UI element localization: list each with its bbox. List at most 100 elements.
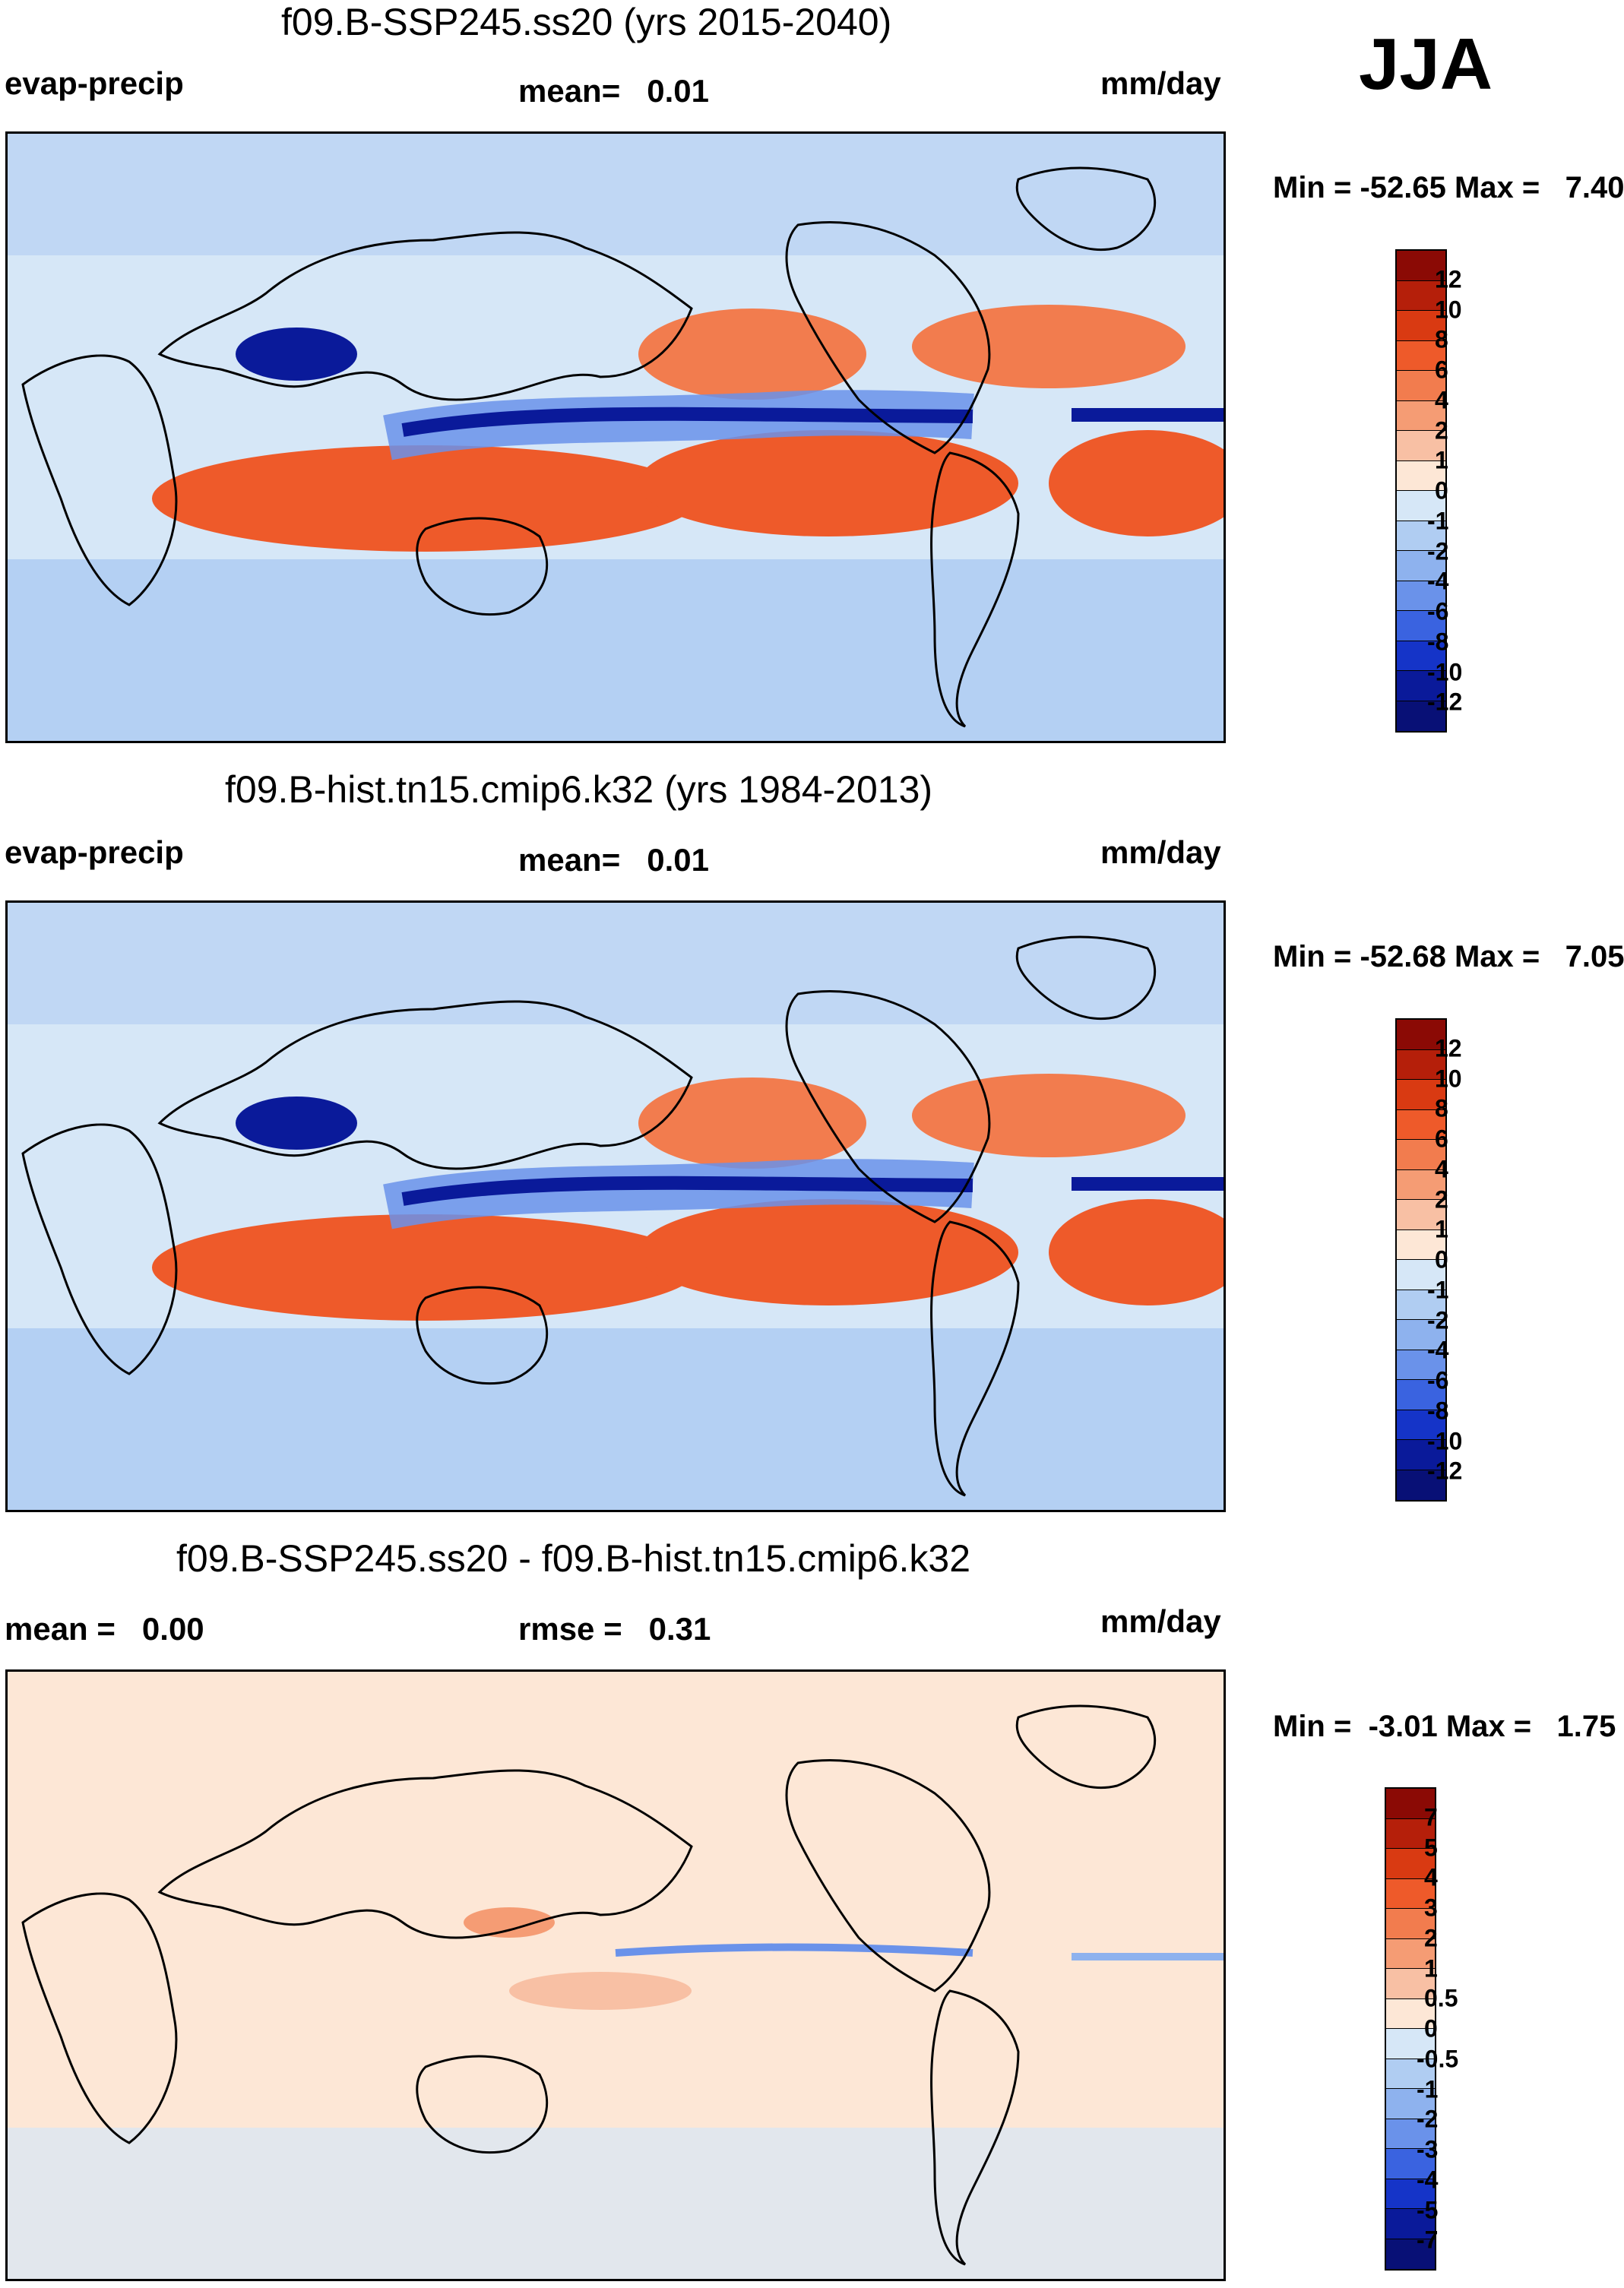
colorbar xyxy=(1395,1018,1447,1502)
coastline xyxy=(785,1758,991,1992)
northern-band xyxy=(8,903,1224,1024)
northern-band xyxy=(8,134,1224,255)
colorbar-tick-label: 10 xyxy=(1435,296,1462,323)
pacific-itcz xyxy=(401,407,973,437)
map-field xyxy=(8,903,1224,1510)
colorbar-tick-label: 3 xyxy=(1424,1894,1438,1922)
colorbar-tick-label: 5 xyxy=(1424,1834,1438,1861)
min-max-label: Min = -52.68 Max = 7.05 xyxy=(1273,940,1624,973)
pacific-itcz xyxy=(401,1176,973,1206)
southern-ocean-band xyxy=(8,1328,1224,1510)
colorbar-swatch xyxy=(1397,611,1445,641)
mean-label: mean= 0.01 xyxy=(518,73,709,109)
map-field xyxy=(8,134,1224,741)
colorbar-swatch xyxy=(1397,1440,1445,1470)
maritime-continent-diff xyxy=(509,1972,692,2010)
colorbar-swatch xyxy=(1386,1818,1435,1849)
colorbar-swatch xyxy=(1386,2209,1435,2239)
colorbar-swatch xyxy=(1386,2149,1435,2179)
north-atlantic-dry xyxy=(912,1074,1186,1157)
colorbar-swatch xyxy=(1397,701,1445,731)
colorbar-swatch xyxy=(1386,1909,1435,1939)
contour-map xyxy=(5,131,1226,743)
colorbar-tick-label: -2 xyxy=(1427,1306,1449,1334)
colorbar xyxy=(1385,1787,1436,2271)
colorbar-tick-label: 8 xyxy=(1435,1094,1448,1122)
southern-ocean-band xyxy=(8,559,1224,741)
coastline xyxy=(785,220,991,454)
colorbar-tick-label: -1 xyxy=(1427,1276,1449,1304)
mean-label: mean = 0.00 xyxy=(5,1611,204,1647)
monsoon-wet xyxy=(236,328,357,381)
colorbar-swatch xyxy=(1386,2059,1435,2089)
colorbar-swatch xyxy=(1397,1049,1445,1080)
colorbar-tick-label: -2 xyxy=(1427,537,1449,565)
colorbar-swatch xyxy=(1397,371,1445,401)
colorbar-swatch xyxy=(1386,1878,1435,1909)
colorbar-tick-label: 2 xyxy=(1435,416,1448,444)
colorbar-tick-label: -4 xyxy=(1427,1336,1449,1364)
colorbar-swatch xyxy=(1397,400,1445,431)
coastline xyxy=(157,1000,693,1170)
colorbar-swatch xyxy=(1386,1969,1435,1999)
south-atlantic-dry xyxy=(1049,430,1224,536)
colorbar-swatch xyxy=(1397,641,1445,671)
south-indian-dry xyxy=(152,445,699,552)
coastline xyxy=(1015,1704,1157,1790)
colorbar-swatch xyxy=(1397,1410,1445,1440)
colorbar-tick-label: 7 xyxy=(1424,1803,1438,1831)
colorbar-tick-label: 4 xyxy=(1435,1155,1448,1183)
colorbar-tick-label: 1 xyxy=(1435,446,1448,474)
colorbar-tick-label: 0 xyxy=(1435,476,1448,505)
contour-map xyxy=(5,1669,1226,2281)
colorbar-swatch xyxy=(1397,340,1445,371)
units-label: mm/day xyxy=(1100,65,1221,101)
colorbar-swatch xyxy=(1397,1140,1445,1170)
panel-title: f09.B-SSP245.ss20 (yrs 2015-2040) xyxy=(281,1,892,43)
coastline xyxy=(21,1123,178,1375)
colorbar-tick-label: -8 xyxy=(1427,1397,1449,1425)
colorbar-tick-label: 8 xyxy=(1435,325,1448,353)
colorbar-tick-label: -12 xyxy=(1427,1457,1463,1485)
colorbar-swatch xyxy=(1397,551,1445,581)
colorbar-swatch xyxy=(1386,1998,1435,2029)
contour-map xyxy=(5,900,1226,1512)
colorbar-swatch xyxy=(1386,1938,1435,1969)
se-pacific-dry xyxy=(638,1199,1018,1305)
colorbar-tick-label: 2 xyxy=(1424,1924,1438,1952)
colorbar-tick-label: 0 xyxy=(1435,1245,1448,1274)
colorbar-swatch xyxy=(1386,1789,1435,1819)
colorbar-swatch xyxy=(1397,1020,1445,1050)
southern-band-diff xyxy=(8,2128,1224,2279)
units-label: mm/day xyxy=(1100,834,1221,870)
south-indian-dry xyxy=(152,1214,699,1321)
north-pacific-dry xyxy=(638,1078,866,1169)
coastline xyxy=(157,1769,693,1939)
colorbar-tick-label: -1 xyxy=(1427,507,1449,535)
colorbar-swatch xyxy=(1397,1290,1445,1320)
colorbar-swatch xyxy=(1386,2089,1435,2119)
units-label: mm/day xyxy=(1100,1603,1221,1639)
colorbar-swatch xyxy=(1397,521,1445,551)
colorbar-tick-label: -12 xyxy=(1427,688,1463,716)
colorbar-tick-label: 0 xyxy=(1424,2014,1438,2043)
colorbar-tick-label: -5 xyxy=(1417,2196,1439,2223)
colorbar-swatch xyxy=(1397,251,1445,281)
colorbar-tick-label: -10 xyxy=(1427,658,1463,685)
colorbar-swatch xyxy=(1397,1350,1445,1380)
colorbar-tick-label: 12 xyxy=(1435,1034,1462,1062)
colorbar-tick-label: 6 xyxy=(1435,1125,1448,1153)
north-atlantic-dry xyxy=(912,305,1186,388)
monsoon-wet xyxy=(236,1097,357,1150)
colorbar-tick-label: -8 xyxy=(1427,628,1449,656)
colorbar-tick-label: 6 xyxy=(1435,356,1448,384)
colorbar-swatch xyxy=(1397,311,1445,341)
coastline xyxy=(1015,166,1157,252)
colorbar-swatch xyxy=(1386,2119,1435,2149)
colorbar-tick-label: -10 xyxy=(1427,1427,1463,1454)
colorbar-tick-label: 1 xyxy=(1435,1215,1448,1243)
coastline xyxy=(930,1220,1020,1497)
pacific-itcz-diff xyxy=(615,1943,973,1957)
coastline xyxy=(1015,935,1157,1021)
colorbar-swatch xyxy=(1397,1320,1445,1350)
